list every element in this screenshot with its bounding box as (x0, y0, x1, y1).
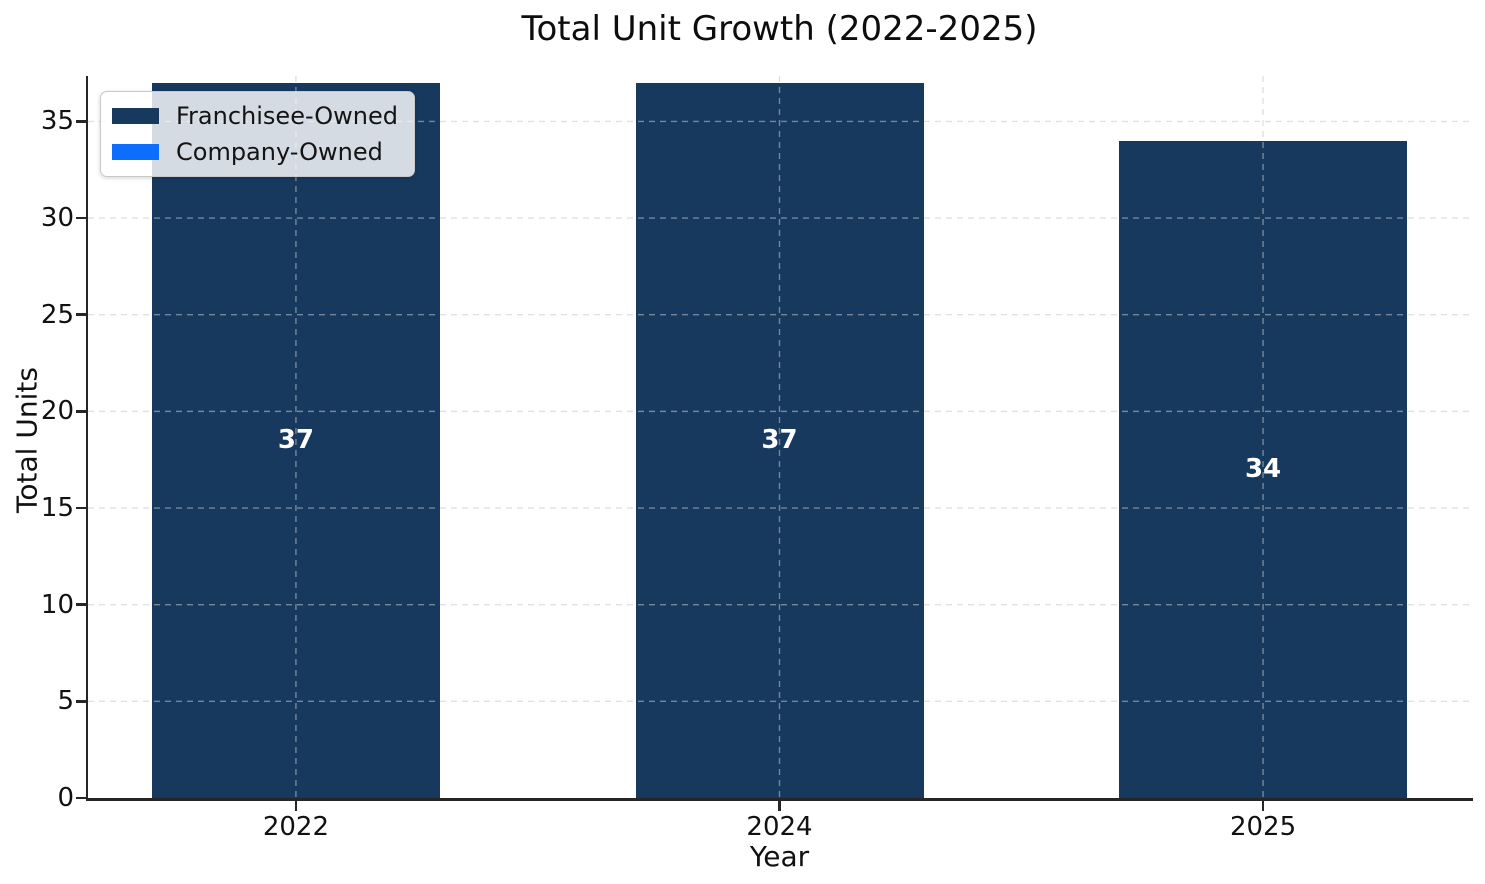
bar-value-label: 37 (761, 425, 798, 456)
y-tick-mark (76, 796, 86, 800)
y-tick-label: 35 (40, 106, 74, 137)
y-tick-mark (76, 313, 86, 316)
x-axis-spine (85, 798, 1473, 801)
y-tick-mark (76, 120, 86, 123)
y-tick-label: 20 (40, 396, 74, 427)
y-axis-label: Total Units (10, 367, 44, 513)
y-tick-mark (76, 216, 86, 220)
bar-value-label: 37 (277, 425, 315, 456)
y-tick-mark (76, 506, 86, 510)
y-tick-label: 0 (57, 783, 74, 813)
y-tick-mark (76, 410, 86, 413)
legend-swatch-icon (112, 144, 159, 160)
y-tick-label: 5 (57, 686, 74, 717)
y-tick-label: 10 (40, 589, 74, 620)
legend-item-company-owned: Company-Owned (112, 137, 398, 167)
bar-value-label: 34 (1244, 454, 1282, 485)
legend-label: Franchisee-Owned (176, 102, 399, 130)
legend: Franchisee-Owned Company-Owned (100, 91, 416, 177)
x-tick-label: 2025 (1229, 812, 1297, 842)
y-tick-label: 25 (40, 299, 74, 330)
x-tick-label: 2022 (262, 812, 330, 842)
y-tick-label: 15 (40, 493, 74, 524)
x-tick-label: 2024 (746, 812, 813, 842)
x-tick-mark (1261, 801, 1265, 811)
x-tick-mark (294, 801, 298, 811)
legend-swatch-icon (112, 108, 159, 124)
y-tick-mark (76, 700, 86, 703)
chart-title: Total Unit Growth (2022-2025) (521, 9, 1038, 49)
legend-item-franchisee-owned: Franchisee-Owned (112, 101, 398, 131)
y-axis-spine (85, 76, 88, 801)
x-tick-mark (778, 801, 781, 811)
y-tick-mark (76, 603, 86, 606)
x-axis-label: Year (749, 840, 810, 873)
y-tick-label: 30 (40, 203, 74, 234)
legend-label: Company-Owned (176, 138, 383, 166)
